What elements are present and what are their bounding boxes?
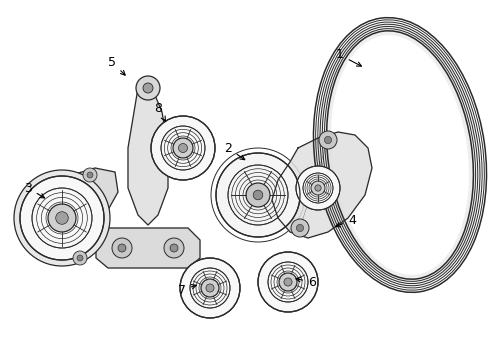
Circle shape: [143, 83, 153, 93]
Circle shape: [48, 204, 76, 232]
Polygon shape: [45, 168, 118, 218]
Circle shape: [319, 131, 337, 149]
Polygon shape: [96, 228, 200, 268]
Polygon shape: [272, 132, 372, 238]
Circle shape: [112, 238, 132, 258]
Circle shape: [77, 255, 83, 261]
Circle shape: [118, 244, 126, 252]
Polygon shape: [128, 88, 168, 225]
Text: 4: 4: [336, 213, 356, 227]
Circle shape: [296, 224, 304, 231]
Circle shape: [201, 279, 219, 297]
Text: 5: 5: [108, 55, 125, 75]
Ellipse shape: [331, 35, 469, 275]
Circle shape: [14, 170, 110, 266]
Circle shape: [170, 244, 178, 252]
Text: 7: 7: [178, 284, 196, 297]
Circle shape: [284, 278, 292, 286]
Circle shape: [164, 238, 184, 258]
Circle shape: [20, 176, 104, 260]
Text: 8: 8: [154, 102, 166, 121]
Circle shape: [253, 190, 263, 200]
Text: 2: 2: [224, 141, 245, 160]
Circle shape: [291, 219, 309, 237]
Circle shape: [258, 252, 318, 312]
Circle shape: [246, 183, 270, 207]
Text: 6: 6: [296, 275, 316, 288]
Circle shape: [311, 181, 325, 195]
Circle shape: [173, 138, 193, 158]
Circle shape: [324, 136, 332, 144]
Circle shape: [136, 76, 160, 100]
Circle shape: [178, 144, 188, 153]
Circle shape: [216, 153, 300, 237]
Circle shape: [315, 185, 321, 191]
Text: 3: 3: [24, 181, 45, 198]
Circle shape: [296, 166, 340, 210]
Circle shape: [206, 284, 214, 292]
Circle shape: [151, 116, 215, 180]
Circle shape: [87, 172, 93, 178]
Text: 1: 1: [336, 49, 362, 66]
Circle shape: [279, 273, 297, 291]
Circle shape: [83, 168, 97, 182]
Circle shape: [56, 212, 68, 224]
Circle shape: [180, 258, 240, 318]
Ellipse shape: [319, 23, 481, 287]
Circle shape: [73, 251, 87, 265]
